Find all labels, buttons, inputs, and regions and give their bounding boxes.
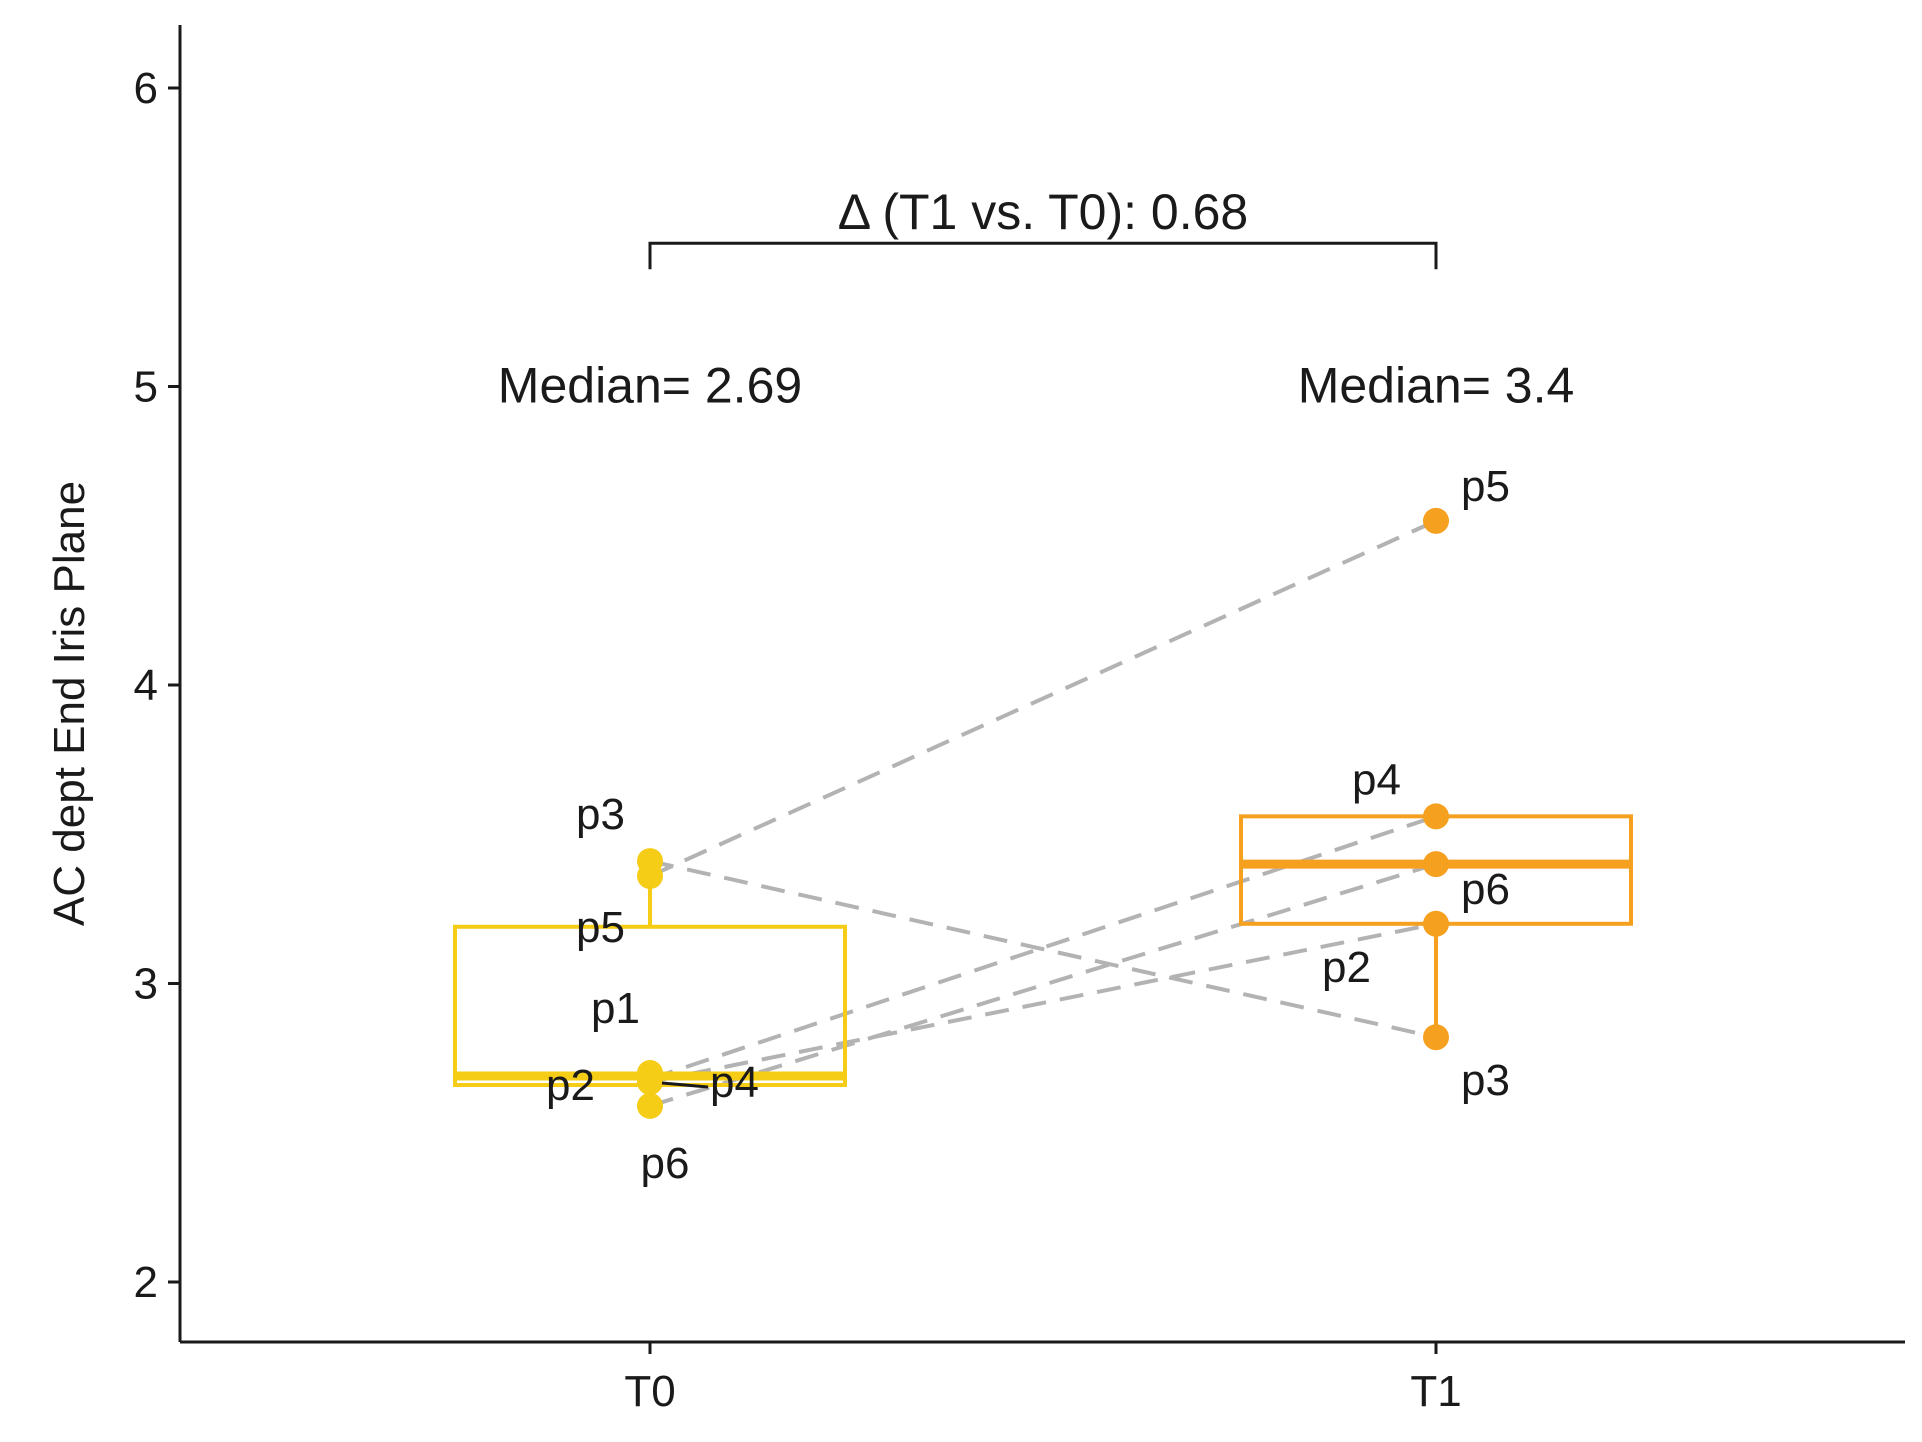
point-T1-p5 (1423, 507, 1449, 534)
point-T1-p4 (1423, 803, 1449, 830)
point-T0-p6 (637, 1092, 663, 1119)
point-label-T1-p2: p2 (1322, 943, 1371, 992)
point-label-T0-p4: p4 (710, 1058, 759, 1107)
y-tick-label: 3 (134, 960, 158, 1009)
pair-line-p6 (649, 862, 1437, 1108)
point-T1-p3 (1423, 1024, 1449, 1051)
point-label-T1-p3: p3 (1461, 1056, 1510, 1105)
y-tick-label: 4 (134, 661, 158, 710)
point-T0-p4 (637, 1066, 663, 1093)
point-label-T0-p5: p5 (576, 903, 625, 952)
x-tick-label: T1 (1410, 1367, 1461, 1416)
comparison-bracket (648, 241, 1438, 270)
median-label-T1: Median= 3.4 (1298, 358, 1575, 414)
y-tick-label: 6 (134, 64, 158, 113)
y-tick-label: 2 (134, 1258, 158, 1307)
boxplots (453, 814, 1633, 1106)
point-T1-p2 (1423, 910, 1449, 937)
pair-line-p5 (649, 519, 1437, 878)
point-label-T0-p3: p3 (576, 790, 625, 839)
axes: 2 3 4 5 6 T0 T1 AC dept End Iris Plane (45, 25, 1905, 1416)
point-label-T1-p5: p5 (1461, 462, 1510, 511)
point-T1-p6 (1423, 851, 1449, 878)
pair-line-p2 (649, 921, 1437, 1084)
pair-line-p3 (649, 859, 1437, 1040)
y-tick-label: 5 (134, 363, 158, 412)
data-points (637, 507, 1449, 1119)
point-label-T0-p6: p6 (641, 1139, 690, 1188)
x-tick-label: T0 (624, 1367, 675, 1416)
annotations: p1 p2 p3 p4 p5 p6 p2 p3 p4 p5 p6 Median= 2.69 Median… (498, 184, 1575, 1188)
point-label-T1-p6: p6 (1461, 865, 1510, 914)
point-label-T1-p4: p4 (1352, 755, 1401, 804)
median-label-T0: Median= 2.69 (498, 358, 802, 414)
y-axis-title: AC dept End Iris Plane (45, 481, 94, 926)
p4-leader-line (661, 1081, 709, 1089)
comparison-label: Δ (T1 vs. T0): 0.68 (838, 184, 1248, 240)
point-T0-p5 (637, 863, 663, 890)
point-label-T0-p1: p1 (591, 984, 640, 1033)
point-label-T0-p2: p2 (546, 1061, 595, 1110)
pair-lines (649, 519, 1437, 1108)
